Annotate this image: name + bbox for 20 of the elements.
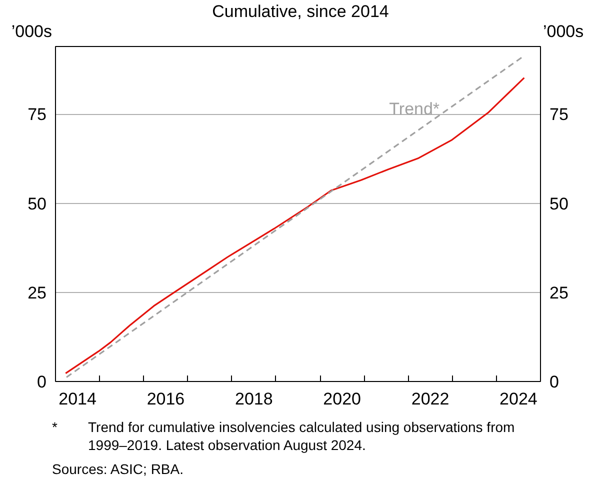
x-tick-label: 2014 [58, 390, 96, 408]
x-tick-label: 2020 [323, 390, 362, 408]
series-label: Trend* [389, 99, 440, 118]
text: * Trend for cumulative insolvencies calculated using observations from 1999–2019. Latest observation August 2024. [52, 419, 515, 453]
y2-tick-label: 25 [550, 283, 568, 302]
x-tick-label: 2024 [500, 390, 538, 408]
y2-tick-label: 0 [550, 372, 559, 392]
y2-tick-label: 50 [550, 194, 568, 214]
y-tick-label: 25 [28, 283, 47, 302]
source-note: Sources: ASIC; RBA. [52, 460, 184, 477]
y-tick-label: 50 [28, 194, 47, 214]
x-tick-label: 2018 [235, 390, 273, 408]
x-tick-label: 2022 [411, 390, 450, 408]
x-tick-label: 2016 [146, 390, 185, 408]
y-tick-label: 0 [37, 372, 47, 392]
chart-title: Cumulative, since 2014 [212, 2, 389, 21]
y2-tick-label: 75 [550, 105, 568, 124]
y-axis-title: ’000s [11, 21, 52, 43]
y-tick-label: 75 [28, 105, 47, 124]
y2-axis-title: ’000s [543, 21, 584, 43]
